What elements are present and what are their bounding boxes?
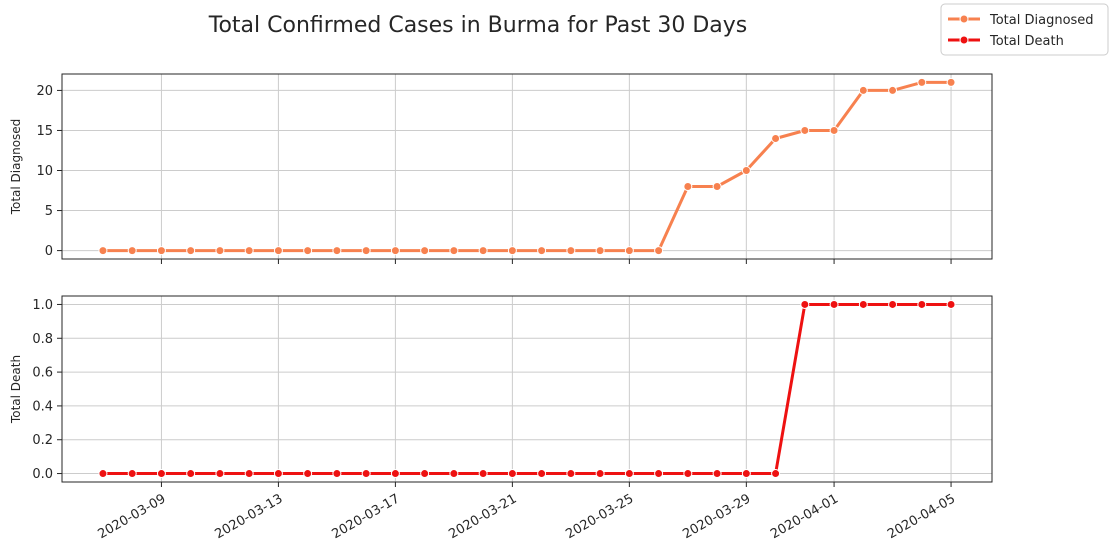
x-tick-label: 2020-03-13: [212, 491, 285, 542]
data-point: [420, 246, 430, 256]
data-point: [800, 299, 810, 309]
data-point: [390, 469, 400, 479]
y-tick-label: 0.0: [32, 467, 53, 482]
axes-frame: [61, 73, 993, 260]
data-point: [361, 469, 371, 479]
data-point: [303, 469, 313, 479]
data-point: [478, 469, 488, 479]
legend: Total Diagnosed Total Death: [940, 3, 1109, 56]
y-tick-label: 0.4: [32, 399, 53, 414]
subplot-2: 0.0 0.2 0.4 0.6 0.8 1.0 2020-03-09 2020-03-13 20…: [9, 295, 993, 542]
data-point: [420, 469, 430, 479]
data-point: [156, 246, 166, 256]
data-point: [478, 246, 488, 256]
y-tick-label: 0.2: [32, 433, 53, 448]
data-point: [829, 299, 839, 309]
data-point: [712, 182, 722, 192]
data-point: [273, 246, 283, 256]
data-point: [244, 469, 254, 479]
data-point: [127, 246, 137, 256]
data-point: [946, 77, 956, 87]
data-point: [741, 469, 751, 479]
y-axis-label: Total Death: [9, 355, 23, 424]
x-tick-label: 2020-03-25: [563, 491, 636, 542]
data-point: [186, 246, 196, 256]
y-tick-label: 15: [36, 124, 53, 139]
y-axis-label: Total Diagnosed: [9, 119, 23, 216]
data-point: [858, 299, 868, 309]
data-point: [917, 299, 927, 309]
data-point: [507, 469, 517, 479]
data-point: [858, 85, 868, 95]
legend-marker-death: [959, 35, 969, 45]
series-line: [101, 80, 953, 253]
data-point: [566, 469, 576, 479]
data-point: [537, 246, 547, 256]
data-point: [771, 133, 781, 143]
data-point: [800, 125, 810, 135]
data-point: [449, 246, 459, 256]
data-point: [595, 469, 605, 479]
data-point: [244, 246, 254, 256]
data-point: [127, 469, 137, 479]
y-tick-label: 20: [36, 84, 53, 99]
legend-label-diagnosed: Total Diagnosed: [989, 13, 1094, 28]
data-point: [332, 469, 342, 479]
x-tick-label: 2020-03-09: [95, 491, 168, 542]
data-point: [683, 182, 693, 192]
series-line: [101, 303, 953, 475]
legend-label-death: Total Death: [989, 34, 1064, 49]
data-point: [888, 85, 898, 95]
data-point: [595, 246, 605, 256]
data-point: [98, 246, 108, 256]
data-point: [449, 469, 459, 479]
data-point: [273, 469, 283, 479]
y-tick-label: 5: [45, 204, 53, 219]
y-tick-label: 1.0: [32, 298, 53, 313]
legend-frame: [940, 3, 1109, 56]
data-point: [624, 469, 634, 479]
y-tick-label: 0: [45, 244, 53, 259]
data-point: [712, 469, 722, 479]
y-tick-label: 0.6: [32, 366, 53, 381]
data-point: [888, 299, 898, 309]
data-point: [361, 246, 371, 256]
legend-marker-diagnosed: [959, 14, 969, 24]
data-point: [683, 469, 693, 479]
data-point: [654, 246, 664, 256]
subplot-1: 0 5 10 15 20 Total Diagnosed: [9, 73, 993, 264]
x-tick-label: 2020-04-01: [768, 491, 841, 542]
data-point: [332, 246, 342, 256]
chart-title: Total Confirmed Cases in Burma for Past …: [208, 13, 748, 38]
data-point: [917, 77, 927, 87]
data-point: [215, 246, 225, 256]
x-tick-label: 2020-03-17: [329, 491, 402, 542]
data-point: [537, 469, 547, 479]
data-point: [654, 469, 664, 479]
data-point: [829, 125, 839, 135]
data-point: [98, 469, 108, 479]
data-point: [390, 246, 400, 256]
axes-frame: [61, 295, 993, 483]
data-point: [186, 469, 196, 479]
y-tick-label: 10: [36, 164, 53, 179]
data-point: [156, 469, 166, 479]
data-point: [566, 246, 576, 256]
x-tick-label: 2020-04-05: [885, 491, 958, 542]
x-tick-label: 2020-03-21: [446, 491, 519, 542]
data-point: [215, 469, 225, 479]
data-point: [303, 246, 313, 256]
data-point: [741, 166, 751, 176]
data-point: [624, 246, 634, 256]
y-tick-label: 0.8: [32, 332, 53, 347]
data-point: [771, 469, 781, 479]
x-tick-label: 2020-03-29: [680, 491, 753, 542]
data-point: [946, 299, 956, 309]
data-point: [507, 246, 517, 256]
